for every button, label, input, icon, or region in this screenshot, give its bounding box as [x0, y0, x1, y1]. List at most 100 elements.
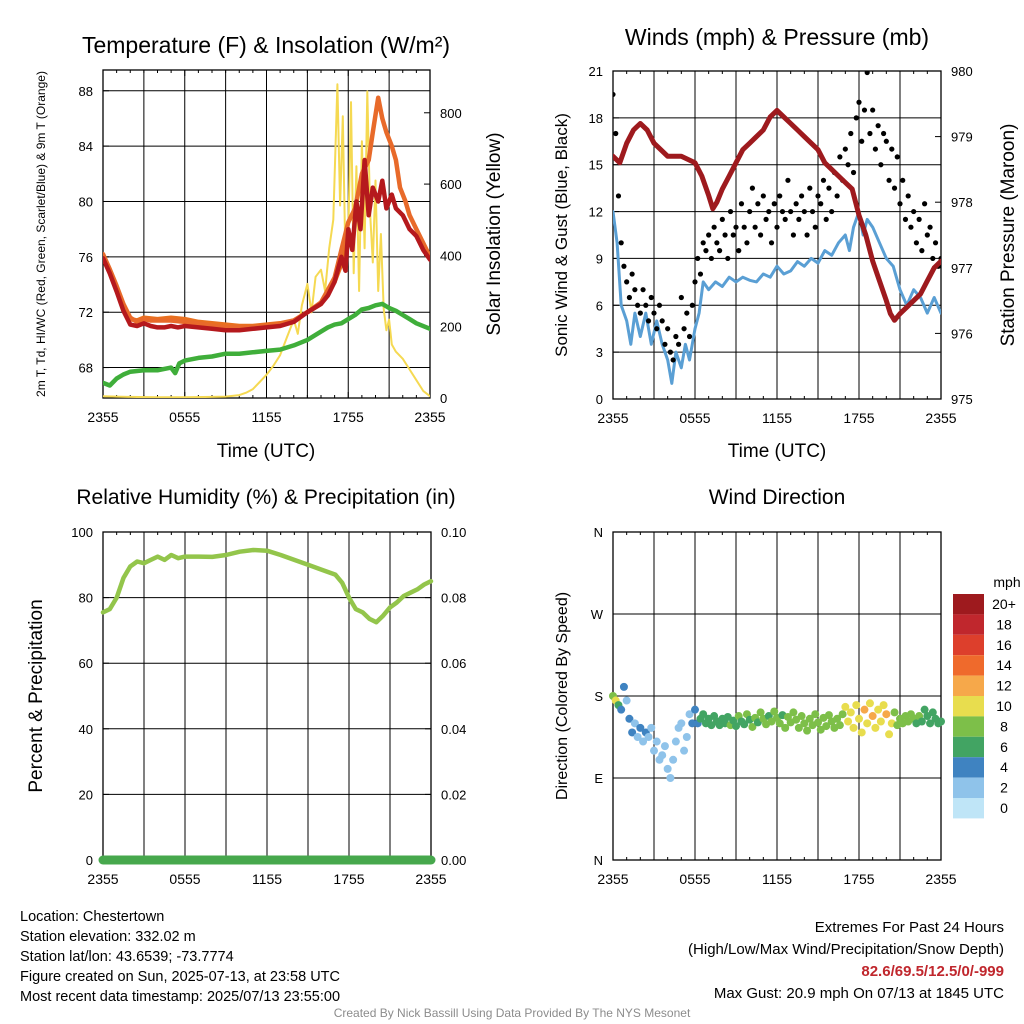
station-latlon: Station lat/lon: 43.6539; -73.7774	[20, 949, 234, 965]
y-tick-label: 76	[79, 250, 93, 265]
gust-point	[755, 201, 761, 207]
wind-series	[613, 71, 941, 385]
gust-point	[804, 232, 810, 238]
temperature-series	[103, 83, 430, 398]
y2-tick-label: 0	[440, 391, 447, 406]
direction-point	[876, 717, 885, 726]
gust-point	[656, 302, 663, 308]
gust-point	[878, 162, 884, 168]
y-tick-label: 0	[86, 853, 93, 868]
y2-axis-label: Solar Insolation (Yellow)	[484, 132, 505, 335]
gust-point	[801, 208, 807, 215]
direction-point	[852, 701, 861, 710]
direction-point	[775, 719, 784, 728]
station-info: Location: Chestertown Station elevation:…	[20, 907, 340, 1007]
series-rh	[100, 547, 434, 625]
gust-point	[695, 255, 701, 262]
gust-point	[744, 240, 750, 246]
gust-point	[752, 224, 758, 230]
gust-point	[900, 177, 906, 183]
direction-point	[688, 719, 697, 728]
gust-point	[615, 193, 622, 199]
gust-point	[711, 224, 717, 230]
direction-point	[863, 719, 872, 728]
legend-swatch	[953, 798, 984, 819]
x-tick-label: 1155	[762, 871, 792, 887]
direction-point	[846, 708, 855, 717]
x-tick-label: 0555	[679, 410, 710, 426]
gust-point	[719, 216, 725, 222]
x-tick-label: 0555	[169, 409, 200, 425]
chart-title: Temperature (F) & Insolation (W/m²)	[82, 32, 450, 58]
gust-point	[908, 224, 914, 230]
gust-point	[659, 318, 665, 324]
direction-point	[926, 719, 935, 728]
direction-point	[855, 714, 863, 723]
direction-point	[928, 708, 937, 717]
gust-point	[883, 138, 889, 144]
gust-point	[613, 91, 616, 98]
gust-point	[714, 240, 720, 246]
extremes-subtitle: (High/Low/Max Wind/Precipitation/Snow De…	[688, 941, 1004, 958]
x-tick-label: 2355	[87, 871, 118, 887]
gust-point	[697, 271, 704, 277]
direction-point	[756, 708, 765, 717]
direction-point	[885, 730, 894, 739]
panel-direction: 2355 0555 1155 1755 2355 N E S W N Wind Direction D…	[554, 486, 957, 887]
direction-point	[811, 710, 820, 719]
direction-point	[682, 733, 691, 741]
direction-point	[647, 723, 656, 732]
direction-point	[937, 717, 945, 726]
gust-point	[643, 302, 649, 308]
direction-point	[677, 719, 686, 728]
gust-point	[624, 279, 630, 285]
gust-point	[823, 216, 829, 222]
legend-swatch	[953, 675, 984, 696]
gust-point	[889, 146, 895, 152]
gust-point	[777, 193, 783, 199]
gust-point	[621, 263, 627, 269]
gust-point	[673, 333, 679, 340]
y-tick-label: 40	[79, 722, 93, 737]
direction-point	[622, 696, 631, 705]
gust-point	[790, 232, 797, 238]
x-tick-label: 1755	[843, 871, 874, 887]
chart-title: Winds (mph) & Pressure (mb)	[625, 24, 929, 50]
gust-point	[662, 341, 668, 347]
gust-point	[703, 248, 709, 254]
gust-point	[799, 193, 805, 199]
gust-point	[919, 248, 925, 254]
gust-point	[645, 318, 652, 324]
panel-temperature: 2355 0555 1155 1755 2355 68 72 76 80 84 88 0 200 400 6…	[34, 32, 505, 462]
y-tick-label: E	[594, 771, 603, 786]
direction-point	[652, 737, 661, 746]
legend-label: 6	[1000, 739, 1008, 755]
figure-created: Figure created on Sun, 2025-07-13, at 23…	[20, 969, 340, 985]
gust-point	[853, 115, 859, 121]
direction-point	[797, 712, 806, 721]
direction-point	[789, 708, 798, 717]
legend-label: 18	[996, 616, 1012, 632]
gust-point	[708, 255, 715, 262]
x-tick-label: 0555	[679, 871, 710, 887]
direction-point	[770, 707, 779, 716]
gust-point	[897, 201, 903, 207]
y-axis-label: Sonic Wind & Gust (Blue, Black)	[552, 113, 571, 357]
panel-winds: 2355 0555 1155 1755 2355 0 3 6 9 12 15 18 21 975 976 97…	[552, 24, 1019, 462]
extremes-panel: Extremes For Past 24 Hours (High/Low/Max…	[688, 917, 1004, 1005]
legend-swatch	[953, 655, 984, 676]
direction-point	[625, 714, 634, 723]
gust-point	[930, 255, 936, 262]
gust-point	[826, 185, 832, 191]
direction-point	[814, 718, 822, 727]
series-pressure	[613, 107, 941, 323]
gust-point	[771, 201, 777, 207]
gust-point	[749, 185, 756, 191]
gust-point	[651, 310, 657, 316]
gust-point	[654, 326, 660, 332]
y-tick-label: 21	[589, 64, 603, 79]
y2-tick-label: 0.00	[441, 853, 466, 868]
y-tick-label: 0	[596, 392, 603, 407]
direction-point	[628, 728, 637, 737]
gust-point	[922, 201, 928, 207]
